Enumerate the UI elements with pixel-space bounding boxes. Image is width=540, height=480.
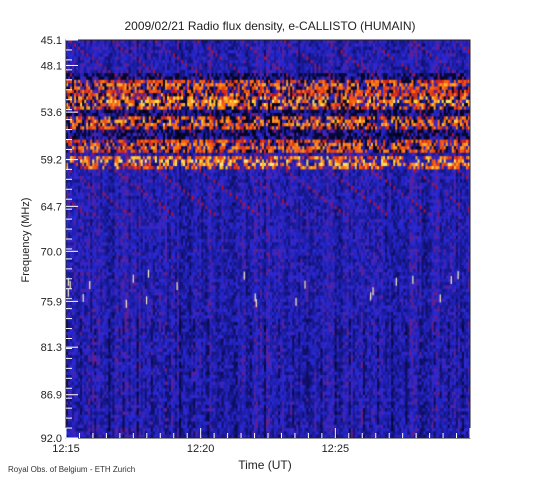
- axes: 45.1 48.1 53.6 59.2 64.7 70.0 75.9 81.3 86.9 92.0…: [41, 35, 471, 455]
- spectrogram-heatmap: [66, 40, 470, 438]
- y-tick-label: 45.1: [41, 35, 62, 47]
- heatmap-raster: [66, 40, 470, 438]
- x-tick-label: 12:25: [322, 443, 350, 455]
- x-axis-label: Time (UT): [238, 458, 292, 472]
- y-axis-label: Frequency (MHz): [20, 197, 32, 283]
- y-tick-label: 59.2: [41, 155, 62, 167]
- y-tick-label: 81.3: [41, 342, 62, 354]
- y-tick-label: 75.9: [41, 296, 62, 308]
- chart-title: 2009/02/21 Radio flux density, e-CALLIST…: [124, 19, 416, 33]
- y-tick-label: 64.7: [41, 201, 62, 213]
- x-tick-label: 12:15: [52, 443, 80, 455]
- y-tick-label: 48.1: [41, 60, 62, 72]
- y-tick-label: 86.9: [41, 390, 62, 402]
- y-tick-label: 92.0: [41, 433, 62, 445]
- footer-credit: Royal Obs. of Belgium - ETH Zurich: [8, 465, 136, 474]
- y-tick-label: 53.6: [41, 107, 62, 119]
- x-tick-label: 12:20: [187, 443, 215, 455]
- y-tick-label: 70.0: [41, 246, 62, 258]
